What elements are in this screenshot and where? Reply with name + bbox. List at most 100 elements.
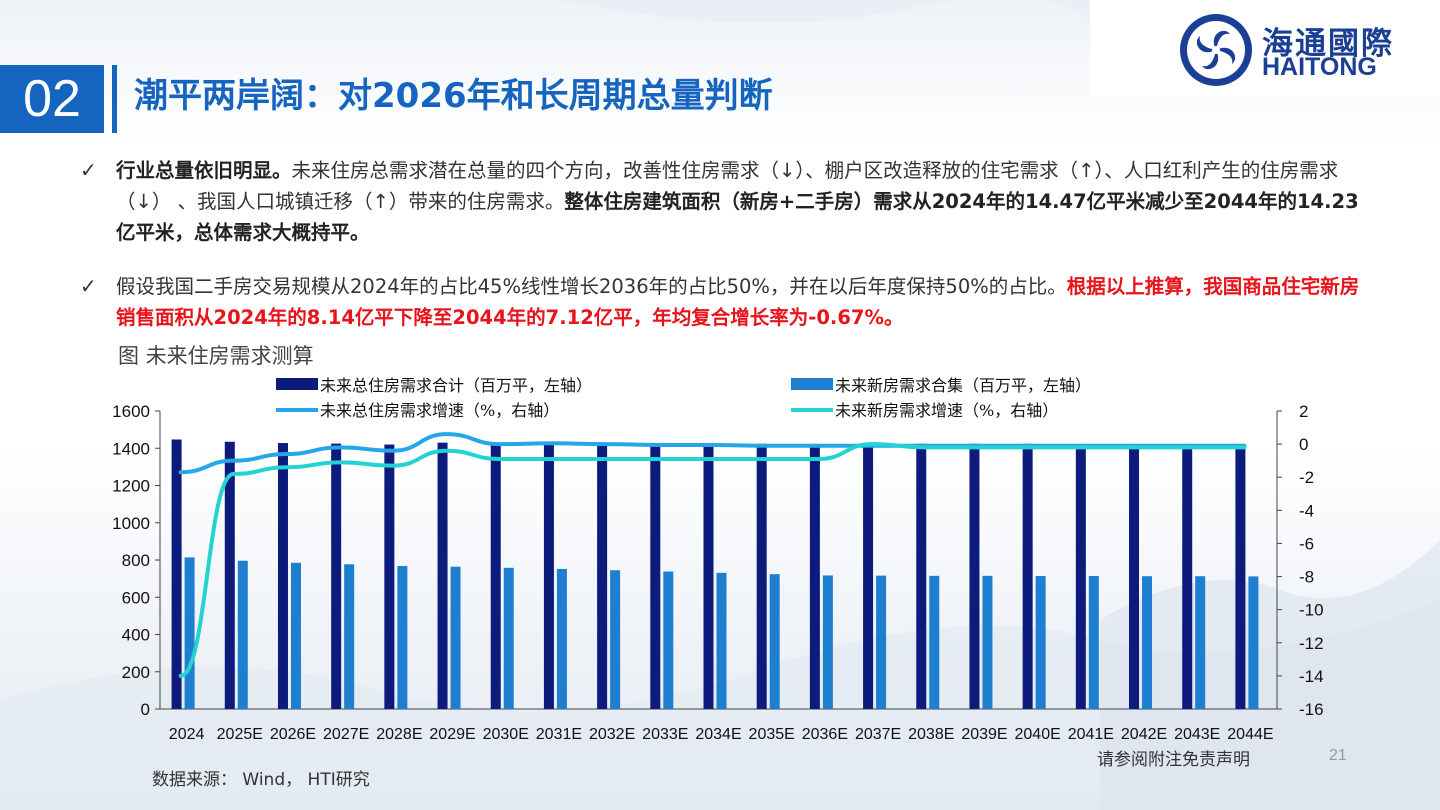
new-growth-line xyxy=(178,442,1247,678)
right-tick-label: 2 xyxy=(1299,402,1308,421)
haitong-logo-icon xyxy=(1180,14,1252,86)
left-tick-label: 1600 xyxy=(112,402,150,421)
bullet-1-conclusion: 整体住房建筑面积（新房+二手房）需求从2024年的14.47亿平米减少至2044… xyxy=(116,190,1359,244)
left-tick-label: 600 xyxy=(122,588,150,607)
section-divider xyxy=(112,65,117,133)
total-demand-bar xyxy=(437,442,448,709)
x-tick-label: 2042E xyxy=(1121,726,1167,743)
total-demand-bar xyxy=(277,443,288,709)
new-demand-bar xyxy=(450,566,461,709)
x-tick-label: 2024 xyxy=(169,726,205,743)
right-tick-label: -12 xyxy=(1299,634,1324,653)
check-icon: ✓ xyxy=(80,158,97,182)
bullet-paragraph-1: 行业总量依旧明显。未来住房总需求潜在总量的四个方向，改善性住房需求（↓）、棚户区… xyxy=(116,155,1361,248)
x-tick-label: 2032E xyxy=(589,726,635,743)
new-demand-bar xyxy=(982,575,993,709)
new-demand-bar xyxy=(503,567,514,709)
new-demand-bar xyxy=(716,572,727,709)
x-tick-label: 2028E xyxy=(376,726,422,743)
x-tick-label: 2029E xyxy=(429,726,475,743)
new-demand-bar xyxy=(1195,576,1206,709)
total-demand-bar xyxy=(863,443,874,709)
logo-area xyxy=(1090,0,1440,97)
x-tick-label: 2030E xyxy=(483,726,529,743)
x-tick-label: 2044E xyxy=(1227,726,1273,743)
x-tick-label: 2038E xyxy=(908,726,954,743)
figure-title: 图 未来住房需求测算 xyxy=(118,344,314,368)
total-demand-bar xyxy=(384,444,395,709)
right-tick-label: -10 xyxy=(1299,601,1324,620)
new-demand-bar xyxy=(876,575,887,709)
section-number: 02 xyxy=(0,65,104,133)
bullet-paragraph-2: 假设我国二手房交易规模从2024年的占比45%线性增长2036年的占比50%，并… xyxy=(116,271,1361,333)
new-demand-bar xyxy=(1142,576,1153,709)
x-tick-label: 2037E xyxy=(855,726,901,743)
left-tick-label: 200 xyxy=(122,663,150,682)
total-demand-bar xyxy=(490,443,501,709)
right-tick-label: -4 xyxy=(1299,501,1314,520)
data-source: 数据来源： Wind， HTI研究 xyxy=(152,770,370,790)
left-tick-label: 0 xyxy=(141,700,150,719)
legend-label: 未来新房需求增速（%，右轴） xyxy=(835,401,1058,420)
right-tick-label: 0 xyxy=(1299,435,1308,454)
x-tick-label: 2027E xyxy=(323,726,369,743)
right-tick-label: -14 xyxy=(1299,667,1324,686)
total-demand-bar xyxy=(650,443,661,709)
bullet-2-highlight: 根据以上推算，我国商品住宅新房销售面积从2024年的8.14亿平下降至2044年… xyxy=(116,275,1360,329)
left-tick-label: 800 xyxy=(122,551,150,570)
x-tick-label: 2041E xyxy=(1068,726,1114,743)
new-demand-bar xyxy=(1088,576,1099,709)
right-tick-label: -2 xyxy=(1299,468,1314,487)
legend-label: 未来总住房需求合计（百万平，左轴） xyxy=(320,376,592,395)
new-demand-bar xyxy=(769,574,780,709)
total-demand-bar xyxy=(171,439,182,709)
total-demand-bar xyxy=(1182,443,1193,709)
new-demand-bar xyxy=(290,562,301,709)
total-demand-bar xyxy=(1022,443,1033,709)
total-demand-bar xyxy=(1129,443,1140,709)
total-demand-bar xyxy=(597,443,608,709)
legend-swatch xyxy=(791,378,833,390)
bullet-2-text: 假设我国二手房交易规模从2024年的占比45%线性增长2036年的占比50%，并… xyxy=(116,275,1067,298)
x-tick-label: 2039E xyxy=(961,726,1007,743)
total-demand-bar xyxy=(756,443,767,709)
new-demand-bar xyxy=(1035,576,1046,709)
total-demand-bar xyxy=(1075,443,1086,709)
legend-label: 未来总住房需求增速（%，右轴） xyxy=(320,401,559,420)
new-demand-bar xyxy=(184,557,195,709)
x-tick-label: 2033E xyxy=(642,726,688,743)
new-demand-bar xyxy=(1248,576,1259,709)
legend-label: 未来新房需求合集（百万平，左轴） xyxy=(835,376,1091,395)
total-demand-bar xyxy=(809,443,820,709)
new-demand-bar xyxy=(929,575,940,709)
new-demand-bar xyxy=(397,565,408,709)
x-tick-label: 2026E xyxy=(270,726,316,743)
new-demand-bar xyxy=(822,575,833,709)
total-demand-bar xyxy=(916,443,927,709)
total-demand-bar xyxy=(224,441,235,709)
total-demand-bar xyxy=(331,443,342,709)
x-tick-label: 2043E xyxy=(1174,726,1220,743)
new-demand-bar xyxy=(237,560,248,709)
bullet-1-lead: 行业总量依旧明显。 xyxy=(116,159,292,182)
new-demand-bar xyxy=(610,570,621,709)
legend-swatch xyxy=(276,378,318,390)
total-demand-bar xyxy=(543,443,554,709)
x-tick-label: 2035E xyxy=(749,726,795,743)
total-demand-bar xyxy=(703,443,714,709)
left-tick-label: 1000 xyxy=(112,514,150,533)
left-tick-label: 1200 xyxy=(112,477,150,496)
page-number: 21 xyxy=(1329,747,1347,764)
logo-chinese-text: 海通國際 xyxy=(1262,26,1394,62)
x-tick-label: 2034E xyxy=(695,726,741,743)
x-tick-label: 2025E xyxy=(217,726,263,743)
page-title: 潮平两岸阔：对2026年和长周期总量判断 xyxy=(134,76,773,116)
new-demand-bar xyxy=(663,571,674,709)
right-tick-label: -6 xyxy=(1299,534,1314,553)
disclaimer-link[interactable]: 请参阅附注免责声明 xyxy=(1097,750,1250,770)
logo-english-text: HAITONG xyxy=(1262,53,1377,81)
new-demand-bar xyxy=(556,568,567,709)
x-tick-label: 2040E xyxy=(1015,726,1061,743)
new-demand-bar xyxy=(344,564,355,709)
